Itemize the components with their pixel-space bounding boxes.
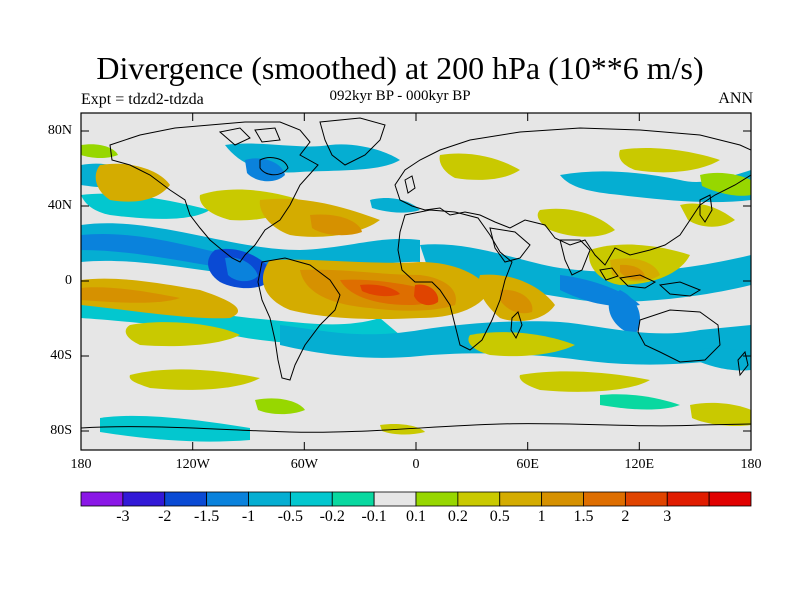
plot-title: Divergence (smoothed) at 200 hPa (10**6 … bbox=[96, 50, 704, 86]
lat-ticks bbox=[81, 130, 751, 432]
colorbar-box bbox=[373, 491, 417, 507]
colorbar-box bbox=[624, 491, 668, 507]
lat-label-40n: 40N bbox=[47, 198, 72, 213]
colorbar-label: -2 bbox=[158, 508, 172, 525]
colorbar-box bbox=[80, 491, 124, 507]
lon-label-60w: 60W bbox=[290, 457, 318, 472]
colorbar-label: 3 bbox=[663, 508, 672, 525]
colorbar-box bbox=[583, 491, 626, 507]
colorbar-box bbox=[666, 491, 710, 507]
lon-label-120e: 120E bbox=[624, 457, 655, 472]
colorbar-box bbox=[289, 491, 333, 507]
lat-label-80s: 80S bbox=[50, 423, 72, 438]
lon-label-180w: 180 bbox=[70, 457, 92, 472]
colorbar-box bbox=[541, 491, 584, 507]
colorbar-label: 1.5 bbox=[573, 508, 594, 525]
colorbar-box bbox=[122, 491, 166, 507]
colorbar-box bbox=[708, 491, 752, 507]
colorbar-label: 1 bbox=[537, 508, 546, 525]
colorbar-label: -1 bbox=[241, 508, 256, 525]
colorbar-box bbox=[248, 491, 291, 507]
lat-label-80n: 80N bbox=[47, 123, 72, 138]
experiment-label: Expt = tdzd2-tdzda bbox=[81, 91, 204, 108]
lat-label-40s: 40S bbox=[50, 348, 72, 363]
colorbar-box bbox=[457, 491, 501, 507]
colorbar-label: -0.1 bbox=[361, 508, 387, 525]
divergence-regions bbox=[81, 144, 751, 435]
lon-ticks bbox=[80, 113, 752, 450]
lon-label-60e: 60E bbox=[516, 457, 539, 472]
lon-label-0: 0 bbox=[412, 457, 420, 472]
colorbar-label: -0.2 bbox=[319, 508, 345, 525]
convergence-regions bbox=[81, 143, 751, 442]
colorbar-box bbox=[415, 491, 459, 507]
colorbar-label: 0.2 bbox=[447, 508, 468, 525]
lon-label-120w: 120W bbox=[175, 457, 210, 472]
plot-subtitle: 092kyr BP - 000kyr BP bbox=[329, 88, 471, 104]
lon-label-180e: 180 bbox=[740, 457, 762, 472]
colorbar-box bbox=[164, 491, 208, 507]
colorbar bbox=[80, 491, 752, 507]
colorbar-label: -0.5 bbox=[277, 508, 304, 525]
colorbar-label: 2 bbox=[621, 508, 630, 525]
season-label: ANN bbox=[718, 90, 753, 107]
colorbar-box bbox=[499, 491, 543, 507]
colorbar-box bbox=[331, 491, 375, 507]
colorbar-label: 0.5 bbox=[489, 508, 510, 525]
colorbar-label: -3 bbox=[116, 508, 130, 525]
colorbar-box bbox=[206, 491, 249, 507]
divergence-field bbox=[81, 143, 751, 442]
colorbar-label: -1.5 bbox=[193, 508, 220, 525]
lat-label-0: 0 bbox=[65, 273, 72, 288]
colorbar-label: 0.1 bbox=[406, 508, 426, 525]
coastlines bbox=[81, 117, 751, 433]
